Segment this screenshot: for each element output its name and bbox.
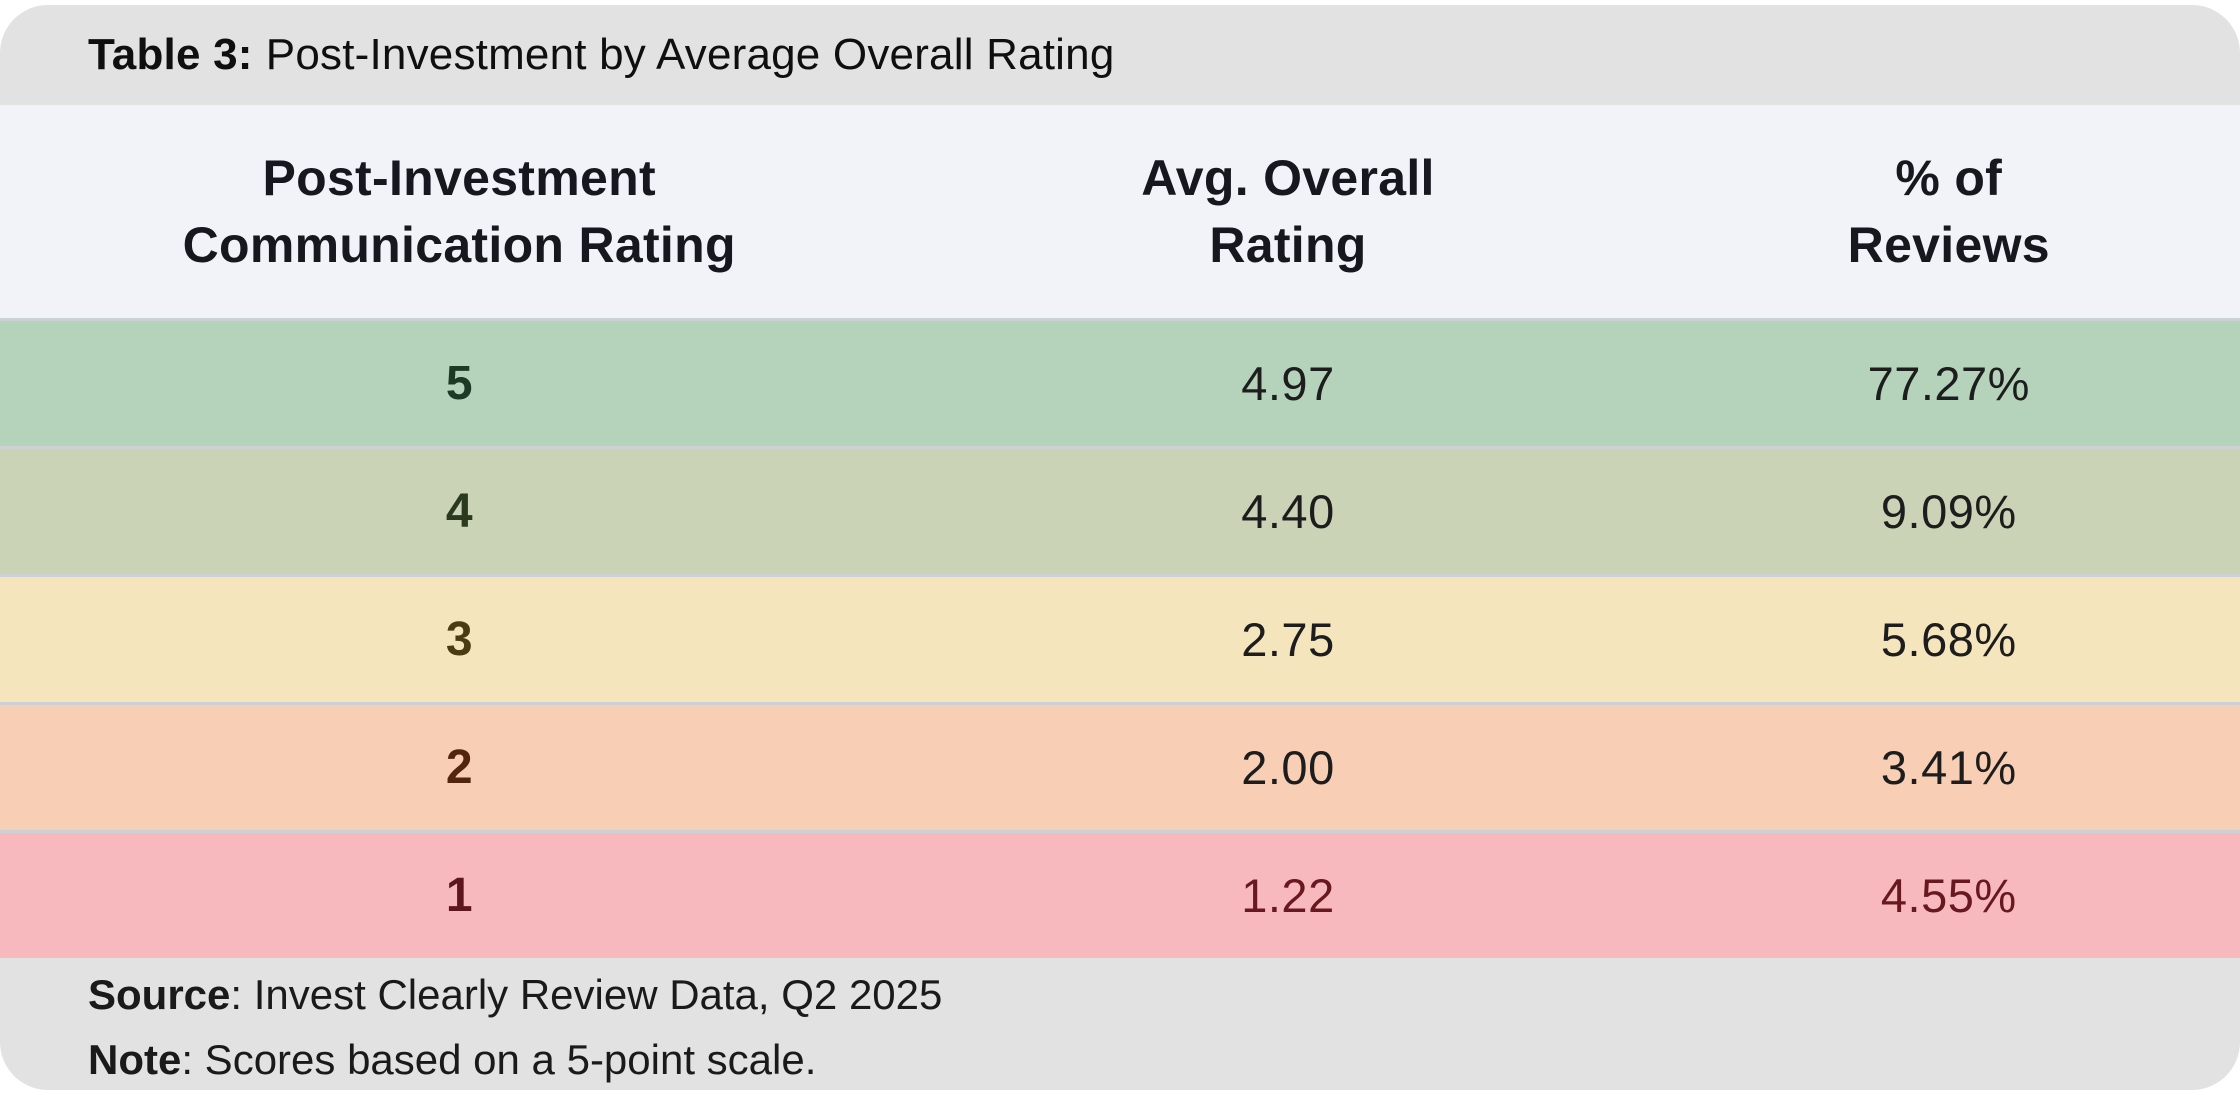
pct-of-reviews-cell: 5.68% <box>1880 613 2017 666</box>
note-label: Note <box>88 1036 182 1083</box>
avg-overall-rating-cell: 4.97 <box>1241 357 1335 410</box>
pct-of-reviews-cell: 3.41% <box>1880 741 2017 794</box>
column-header-line: % of <box>1895 149 2003 206</box>
rating-cell: 5 <box>445 357 473 410</box>
column-header-avg-overall-rating: Avg. Overall Rating <box>918 145 1657 279</box>
column-header-line: Post-Investment <box>262 149 656 206</box>
table-row-rating-3: 3 2.75 5.68% <box>0 574 2240 702</box>
avg-overall-rating-cell: 1.22 <box>1241 869 1335 922</box>
source-label: Source <box>88 970 231 1018</box>
source-text: : Invest Clearly Review Data, Q2 2025 <box>230 970 943 1018</box>
caption-label: Table 3: <box>88 30 253 79</box>
footer-band: Source: Invest Clearly Review Data, Q2 2… <box>0 958 2240 1090</box>
avg-overall-rating-cell: 2.00 <box>1241 741 1335 794</box>
column-header-communication-rating: Post-Investment Communication Rating <box>0 145 918 279</box>
table-row-rating-5: 5 4.97 77.27% <box>0 318 2240 446</box>
table-body: 5 4.97 77.27% 4 4.40 9.09% 3 2.75 5.68% … <box>0 318 2240 958</box>
rating-cell: 4 <box>445 485 473 538</box>
table-row-rating-1: 1 1.22 4.55% <box>0 830 2240 958</box>
column-header-pct-of-reviews: % of Reviews <box>1658 145 2240 279</box>
note-line: Note: Scores based on a 5-point scale. <box>88 1027 2152 1092</box>
column-header-line: Rating <box>1209 216 1367 273</box>
pct-of-reviews-cell: 77.27% <box>1867 357 2030 410</box>
column-header-line: Avg. Overall <box>1141 149 1435 206</box>
avg-overall-rating-cell: 4.40 <box>1241 485 1335 538</box>
rating-cell: 3 <box>445 613 473 666</box>
table-row-rating-2: 2 2.00 3.41% <box>0 702 2240 830</box>
rating-cell: 2 <box>445 741 473 794</box>
pct-of-reviews-cell: 9.09% <box>1880 485 2017 538</box>
table-header-row: Post-Investment Communication Rating Avg… <box>0 105 2240 318</box>
column-header-line: Reviews <box>1847 216 2050 273</box>
caption-text: Post-Investment by Average Overall Ratin… <box>265 30 1115 79</box>
caption-band: Table 3: Post-Investment by Average Over… <box>0 5 2240 105</box>
source-line: Source: Invest Clearly Review Data, Q2 2… <box>88 962 2152 1027</box>
avg-overall-rating-cell: 2.75 <box>1241 613 1335 666</box>
column-header-line: Communication Rating <box>182 216 736 273</box>
rating-cell: 1 <box>445 869 473 922</box>
table-row-rating-4: 4 4.40 9.09% <box>0 446 2240 574</box>
note-text: : Scores based on a 5-point scale. <box>181 1036 817 1083</box>
pct-of-reviews-cell: 4.55% <box>1880 869 2017 922</box>
